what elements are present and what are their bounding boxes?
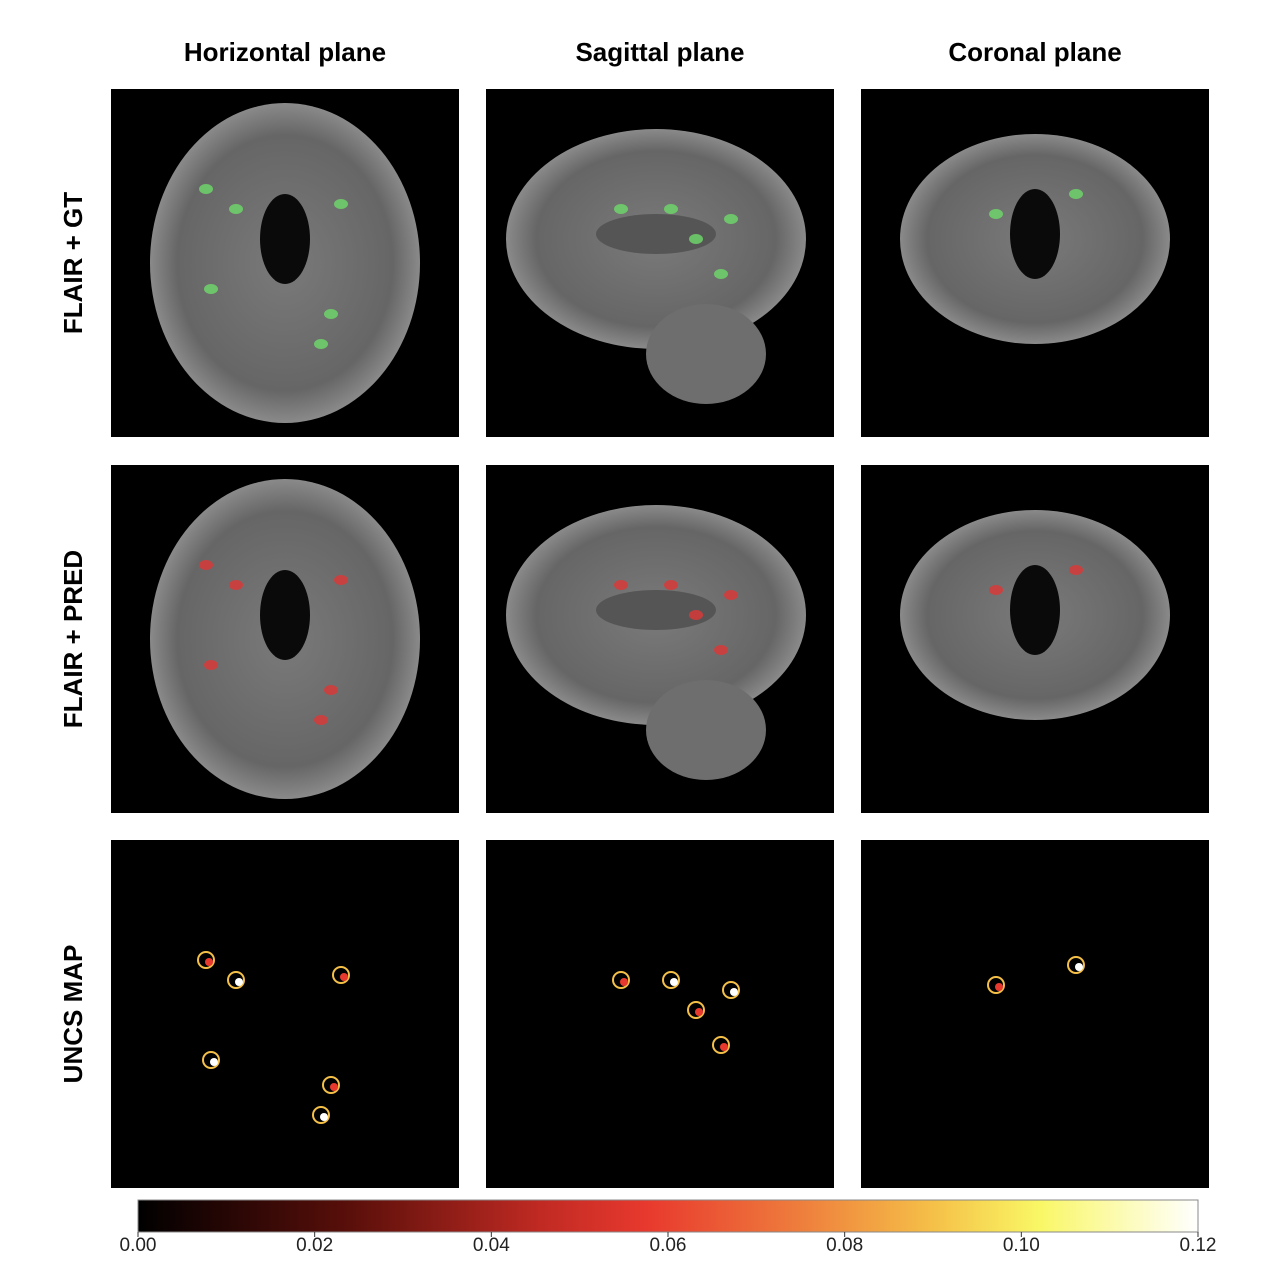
uncertainty-ring bbox=[332, 966, 350, 984]
lesion bbox=[614, 580, 628, 590]
colorbar bbox=[137, 1199, 1199, 1233]
lesion bbox=[989, 585, 1003, 595]
uncertainty-ring bbox=[197, 951, 215, 969]
lesion bbox=[724, 590, 738, 600]
uncertainty-core bbox=[695, 1008, 703, 1016]
colorbar-tick-label: 0.10 bbox=[1003, 1235, 1040, 1256]
ventricle bbox=[1010, 189, 1060, 279]
lesion bbox=[229, 204, 243, 214]
colorbar-tick-label: 0.00 bbox=[120, 1235, 157, 1256]
lesion bbox=[199, 184, 213, 194]
ventricle bbox=[596, 214, 716, 254]
column-header: Sagittal plane bbox=[575, 37, 744, 67]
lesion bbox=[229, 580, 243, 590]
ventricle bbox=[596, 590, 716, 630]
uncertainty-core bbox=[340, 973, 348, 981]
uncertainty-ring bbox=[987, 976, 1005, 994]
uncertainty-ring bbox=[687, 1001, 705, 1019]
uncertainty-core bbox=[995, 983, 1003, 991]
lesion bbox=[664, 204, 678, 214]
row-label: FLAIR + GT bbox=[58, 192, 88, 334]
colorbar-tick-label: 0.06 bbox=[650, 1235, 687, 1256]
image-panel bbox=[486, 840, 834, 1188]
uncertainty-ring bbox=[1067, 956, 1085, 974]
lesion bbox=[334, 199, 348, 209]
lesion bbox=[1069, 189, 1083, 199]
uncertainty-core bbox=[620, 978, 628, 986]
uncertainty-ring bbox=[312, 1106, 330, 1124]
lesion bbox=[199, 560, 213, 570]
uncertainty-core bbox=[1075, 963, 1083, 971]
lesion bbox=[689, 234, 703, 244]
cerebellum bbox=[646, 304, 766, 404]
uncertainty-core bbox=[720, 1043, 728, 1051]
uncertainty-core bbox=[320, 1113, 328, 1121]
lesion bbox=[689, 610, 703, 620]
colorbar-tick-label: 0.02 bbox=[296, 1235, 333, 1256]
lesion bbox=[714, 269, 728, 279]
uncertainty-core bbox=[205, 958, 213, 966]
lesion bbox=[1069, 565, 1083, 575]
colorbar-tick-label: 0.12 bbox=[1180, 1235, 1217, 1256]
uncertainty-core bbox=[235, 978, 243, 986]
lesion bbox=[204, 660, 218, 670]
uncertainty-ring bbox=[612, 971, 630, 989]
ventricle bbox=[260, 570, 310, 660]
lesion bbox=[334, 575, 348, 585]
lesion bbox=[714, 645, 728, 655]
column-header: Horizontal plane bbox=[184, 37, 386, 67]
uncertainty-ring bbox=[202, 1051, 220, 1069]
lesion bbox=[324, 685, 338, 695]
uncertainty-core bbox=[210, 1058, 218, 1066]
lesion bbox=[204, 284, 218, 294]
lesion bbox=[724, 214, 738, 224]
lesion bbox=[614, 204, 628, 214]
ventricle bbox=[260, 194, 310, 284]
lesion bbox=[314, 715, 328, 725]
uncertainty-core bbox=[330, 1083, 338, 1091]
uncertainty-core bbox=[670, 978, 678, 986]
uncertainty-ring bbox=[227, 971, 245, 989]
uncertainty-ring bbox=[722, 981, 740, 999]
uncertainty-core bbox=[730, 988, 738, 996]
image-panel bbox=[861, 840, 1209, 1188]
colorbar-tick-label: 0.04 bbox=[473, 1235, 510, 1256]
colorbar-tick-label: 0.08 bbox=[826, 1235, 863, 1256]
panels bbox=[111, 89, 1209, 1188]
cerebellum bbox=[646, 680, 766, 780]
column-header: Coronal plane bbox=[948, 37, 1121, 67]
image-panel bbox=[111, 840, 459, 1188]
lesion bbox=[989, 209, 1003, 219]
uncertainty-ring bbox=[662, 971, 680, 989]
uncertainty-ring bbox=[322, 1076, 340, 1094]
row-label: FLAIR + PRED bbox=[58, 550, 88, 728]
ventricle bbox=[1010, 565, 1060, 655]
row-label: UNCS MAP bbox=[58, 945, 88, 1084]
lesion bbox=[314, 339, 328, 349]
lesion bbox=[324, 309, 338, 319]
lesion bbox=[664, 580, 678, 590]
uncertainty-ring bbox=[712, 1036, 730, 1054]
